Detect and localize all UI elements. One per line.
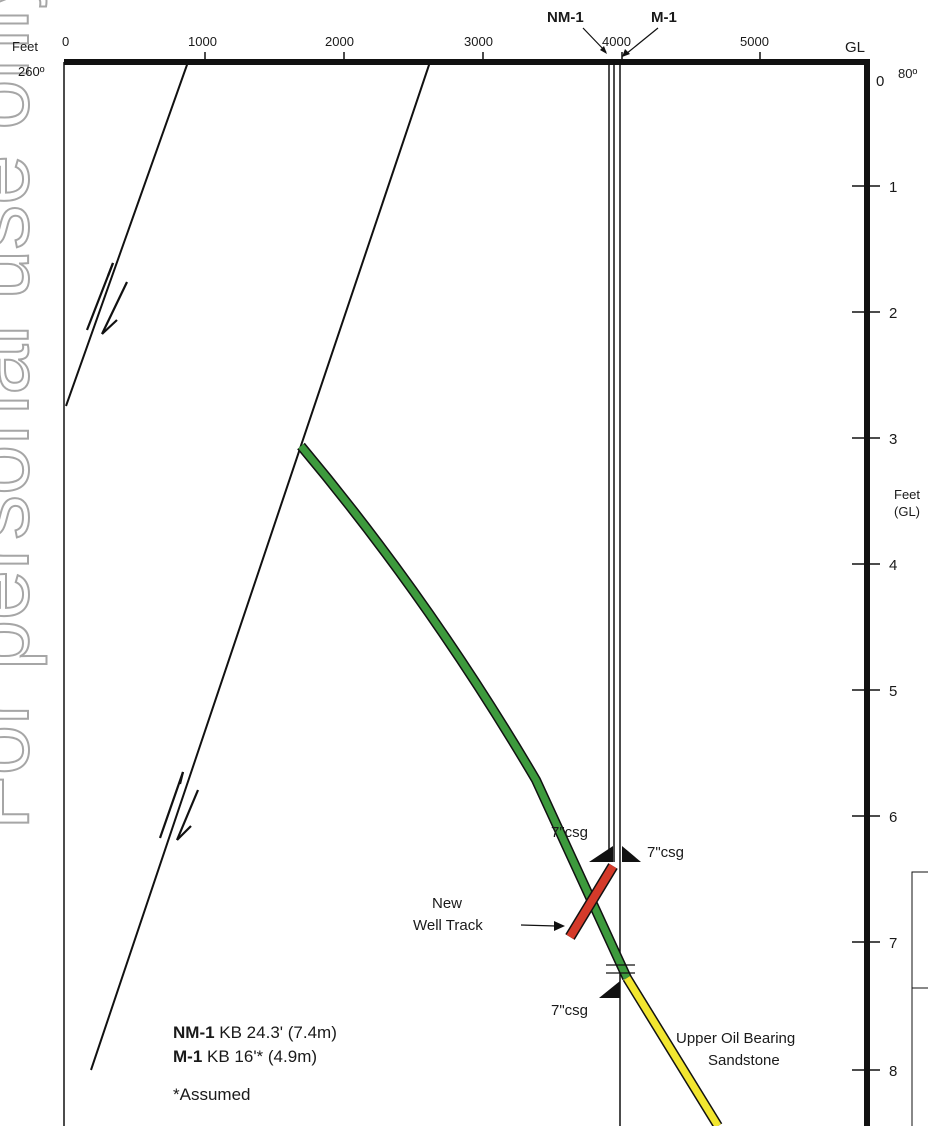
top-axis-unit: Feet — [12, 39, 38, 54]
top-axis-ticks — [204, 52, 761, 60]
new-well-track-pointer — [520, 924, 557, 927]
legend-assumed-note: *Assumed — [173, 1085, 250, 1104]
depth-tick-2: 2 — [889, 305, 897, 322]
depth-tick-1: 1 — [889, 179, 897, 196]
sandstone-label-line2: Sandstone — [708, 1052, 780, 1069]
depth-axis-unit-ref: (GL) — [894, 504, 920, 519]
depth-tick-6: 6 — [889, 809, 897, 826]
nm1-top-label: NM-1 — [547, 9, 584, 26]
new-well-track-label-line2: Well Track — [413, 917, 483, 934]
depth-tick-8: 8 — [889, 1063, 897, 1080]
m1-casing-shoe — [622, 846, 641, 862]
top-tick-0: 0 — [62, 34, 69, 49]
new-well-track-label-line1: New — [432, 895, 462, 912]
left-azimuth: 260º — [18, 64, 45, 79]
nm1-pointer-arrow — [600, 46, 607, 54]
depth-tick-0: 0 — [876, 73, 884, 90]
depth-tick-5: 5 — [889, 683, 897, 700]
right-azimuth: 80º — [898, 66, 917, 81]
lower-casing-marks — [606, 964, 635, 974]
side-box-frame — [911, 871, 928, 1126]
new-well-track-red — [566, 863, 617, 940]
nm1-casing-shoe — [589, 846, 613, 862]
well-track-outline — [297, 442, 632, 981]
depth-tick-7: 7 — [889, 935, 897, 952]
depth-tick-3: 3 — [889, 431, 897, 448]
top-axis-gl-label: GL — [845, 39, 865, 56]
depth-axis-unit: Feet — [894, 487, 920, 502]
depth-tick-4: 4 — [889, 557, 897, 574]
fault-upper-slip-arrows — [85, 262, 128, 335]
legend-nm1-kb: NM-1 KB 24.3' (7.4m) — [173, 1023, 337, 1042]
fault-line-upper — [65, 61, 189, 407]
m1-pointer — [625, 27, 659, 55]
top-tick-2000: 2000 — [325, 34, 354, 49]
depth-axis-ticks — [852, 185, 880, 1071]
top-tick-5000: 5000 — [740, 34, 769, 49]
sandstone-label-line1: Upper Oil Bearing — [676, 1030, 795, 1047]
top-tick-3000: 3000 — [464, 34, 493, 49]
sandstone-track-yellow — [624, 976, 721, 1126]
new-well-track-pointer-arrow — [554, 921, 565, 931]
lower-casing-label: 7"csg — [551, 1002, 588, 1019]
m1-pointer-arrow — [622, 49, 630, 57]
top-tick-1000: 1000 — [188, 34, 217, 49]
depth-axis-bar — [864, 62, 870, 1126]
nm1-casing-label: 7"csg — [551, 824, 588, 841]
top-tick-4000: 4000 — [602, 34, 631, 49]
m1-casing-label: 7"csg — [647, 844, 684, 861]
well-track-green — [298, 443, 631, 980]
fault-line-main — [90, 61, 431, 1071]
top-axis-bar — [64, 59, 870, 65]
lower-casing-shoe — [599, 981, 620, 998]
watermark: For personal use only — [0, 0, 48, 830]
fault-main-slip-arrows — [158, 771, 200, 841]
legend-m1-kb: M-1 KB 16'* (4.9m) — [173, 1047, 317, 1066]
m1-top-label: M-1 — [651, 9, 677, 26]
